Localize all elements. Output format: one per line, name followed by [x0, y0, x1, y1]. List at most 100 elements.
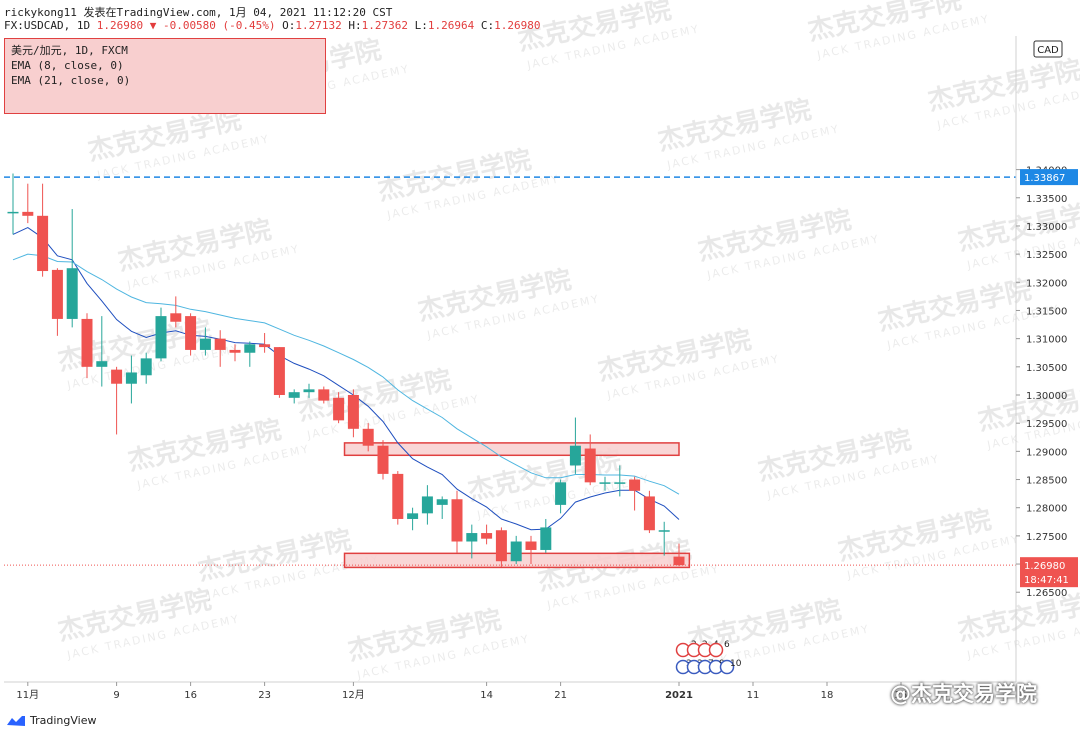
event-badge-count: 10 [730, 659, 742, 669]
candle-body [540, 527, 552, 550]
high-label: H: [348, 19, 362, 32]
candle-body [584, 448, 596, 483]
candle-body [333, 397, 345, 421]
tradingview-logo-icon [7, 715, 25, 726]
price-tick-label: 1.33500 [1026, 194, 1067, 205]
candlestick-series [7, 173, 685, 567]
candle [436, 496, 448, 519]
candle-body [658, 530, 670, 532]
legend-ema8[interactable]: EMA (8, close, 0) [11, 59, 124, 72]
last-price-label-bg[interactable] [1020, 557, 1078, 588]
candle-body [66, 268, 78, 319]
price-line-label-bg[interactable] [1020, 169, 1078, 186]
candle [569, 417, 581, 474]
candle [362, 423, 374, 452]
candle [288, 389, 300, 404]
candle [466, 524, 478, 559]
candle-body [22, 211, 34, 216]
candle-body [407, 513, 419, 519]
time-tick-label: 11月 [16, 689, 39, 701]
event-badge-count: 6 [724, 640, 730, 650]
indicator-legend[interactable]: 美元/加元, 1D, FXCM EMA (8, close, 0) EMA (2… [4, 38, 326, 114]
candle-body [140, 358, 152, 376]
time-tick-label: 18 [821, 690, 834, 701]
candle-body [599, 482, 611, 484]
author-logo-icon [863, 683, 884, 703]
candle [407, 507, 419, 531]
candle-body [436, 499, 448, 505]
tradingview-logo[interactable]: TradingView [6, 714, 96, 727]
legend-title: 美元/加元, 1D, FXCM [11, 44, 128, 57]
candle-body [495, 530, 507, 562]
author-label: @杰克交易学院 [890, 682, 1037, 706]
candle [673, 543, 685, 567]
low-value: 1.26964 [427, 19, 475, 32]
candle-body [155, 316, 167, 359]
candle-body [244, 344, 256, 353]
candle [273, 347, 285, 398]
candle-body [347, 395, 359, 429]
candle-body [288, 392, 300, 398]
time-axis[interactable]: 11月 9 16 23 12月 14 21 2021 11 18 25 [4, 681, 1016, 701]
candle [81, 313, 93, 379]
candle [199, 327, 211, 356]
candle [614, 465, 626, 497]
candle-body [7, 211, 19, 214]
candle-body [614, 482, 626, 484]
last-price-label: 1.26980 [1024, 561, 1065, 572]
candle [125, 355, 137, 404]
price-line-label: 1.33867 [1024, 173, 1065, 184]
candle [7, 173, 19, 235]
symbol-label: FX:USDCAD, 1D [4, 19, 91, 32]
economic-event-badges[interactable]: 2246337910 [675, 640, 742, 675]
candle [111, 366, 123, 435]
horizontal-price-line[interactable] [4, 176, 1016, 566]
candle [303, 383, 315, 398]
time-tick-label: 25 [895, 690, 908, 701]
candle-body [466, 533, 478, 542]
publish-info: rickykong11 发表在TradingView.com, 1月 04, 2… [4, 6, 393, 19]
candle-body [392, 473, 404, 519]
candle-body [555, 482, 567, 505]
candle [155, 307, 167, 362]
last-price-value: 1.26980 [96, 19, 144, 32]
time-tick-label: 14 [480, 690, 493, 701]
candle-body [273, 347, 285, 395]
candle-body [362, 428, 374, 446]
candle-body [111, 369, 123, 384]
candle [555, 479, 567, 514]
currency-box[interactable] [1033, 40, 1063, 58]
time-tick-label: 11 [747, 690, 760, 701]
price-tick-label: 1.32000 [1026, 278, 1067, 289]
zone-resistance[interactable] [343, 442, 680, 457]
price-tick-label: 1.32500 [1026, 250, 1067, 261]
price-tick-label: 1.26500 [1026, 588, 1067, 599]
candle [377, 440, 389, 480]
candle [584, 434, 596, 486]
time-tick-label: 12月 [342, 689, 365, 701]
candle [185, 313, 197, 356]
legend-ema21[interactable]: EMA (21, close, 0) [11, 74, 131, 87]
high-value: 1.27362 [361, 19, 409, 32]
low-label: L: [414, 19, 428, 32]
event-badge-us-flag[interactable] [719, 659, 735, 675]
ema-8-line [12, 227, 680, 531]
candle-body [170, 313, 182, 322]
open-value: 1.27132 [295, 19, 342, 32]
candle [658, 521, 670, 556]
candle-body [185, 316, 197, 350]
currency-label: CAD [1037, 45, 1059, 56]
close-value: 1.26980 [494, 19, 541, 32]
event-badge-ca-flag[interactable] [708, 642, 724, 658]
price-axis[interactable]: CAD1.340001.335001.330001.325001.320001.… [1015, 36, 1078, 682]
